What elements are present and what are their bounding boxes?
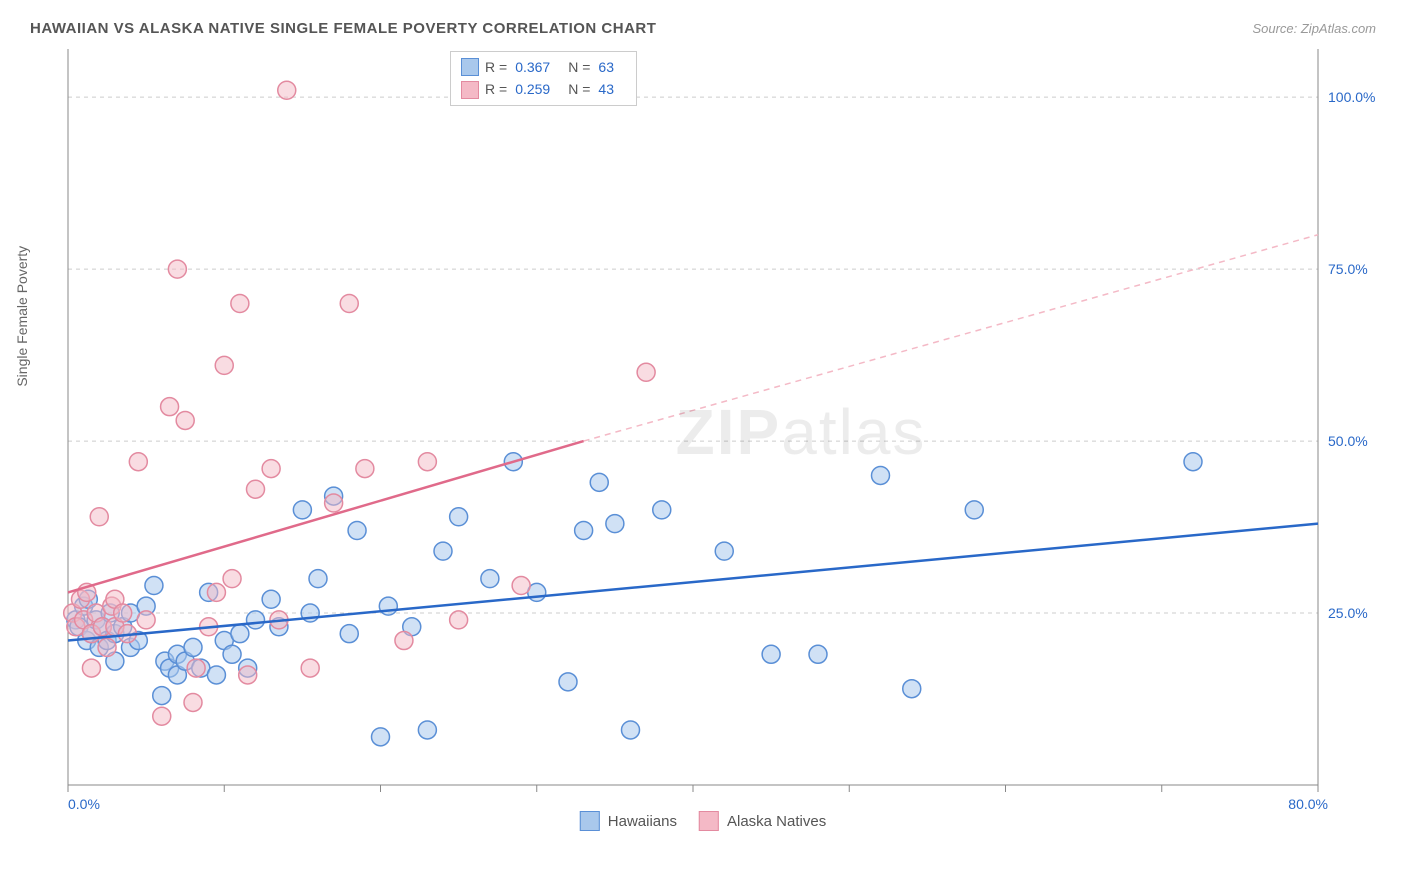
source-label: Source: ZipAtlas.com bbox=[1252, 21, 1376, 36]
chart-container: HAWAIIAN VS ALASKA NATIVE SINGLE FEMALE … bbox=[20, 20, 1386, 872]
legend-r-value: 0.367 bbox=[515, 56, 550, 78]
svg-text:50.0%: 50.0% bbox=[1328, 433, 1368, 449]
legend-n-prefix: N = bbox=[568, 78, 590, 100]
svg-text:80.0%: 80.0% bbox=[1288, 796, 1328, 812]
legend-row: R = 0.259 N = 43 bbox=[461, 78, 626, 100]
legend-label: Alaska Natives bbox=[727, 813, 826, 830]
scatter-plot-svg: 25.0% 50.0% 75.0% 100.0% 0.0% 80.0% bbox=[20, 43, 1386, 843]
svg-text:75.0%: 75.0% bbox=[1328, 261, 1368, 277]
legend-r-prefix: R = bbox=[485, 56, 507, 78]
legend-n-prefix: N = bbox=[568, 56, 590, 78]
legend-swatch bbox=[580, 811, 600, 831]
legend-item: Hawaiians bbox=[580, 811, 677, 831]
chart-title: HAWAIIAN VS ALASKA NATIVE SINGLE FEMALE … bbox=[30, 20, 656, 37]
legend-swatch bbox=[699, 811, 719, 831]
svg-text:25.0%: 25.0% bbox=[1328, 605, 1368, 621]
legend-label: Hawaiians bbox=[608, 813, 677, 830]
legend-item: Alaska Natives bbox=[699, 811, 826, 831]
legend-r-prefix: R = bbox=[485, 78, 507, 100]
series-legend: Hawaiians Alaska Natives bbox=[580, 811, 826, 831]
svg-text:100.0%: 100.0% bbox=[1328, 89, 1375, 105]
legend-swatch bbox=[461, 81, 479, 99]
y-axis-label: Single Female Poverty bbox=[14, 246, 30, 387]
title-row: HAWAIIAN VS ALASKA NATIVE SINGLE FEMALE … bbox=[20, 20, 1386, 43]
plot-area: Single Female Poverty 25.0%50.0%75.0%100… bbox=[20, 43, 1386, 843]
legend-n-value: 63 bbox=[598, 56, 614, 78]
legend-n-value: 43 bbox=[598, 78, 614, 100]
svg-text:0.0%: 0.0% bbox=[68, 796, 100, 812]
legend-r-value: 0.259 bbox=[515, 78, 550, 100]
correlation-legend: R = 0.367 N = 63 R = 0.259 N = 43 bbox=[450, 51, 637, 106]
legend-swatch bbox=[461, 58, 479, 76]
legend-row: R = 0.367 N = 63 bbox=[461, 56, 626, 78]
